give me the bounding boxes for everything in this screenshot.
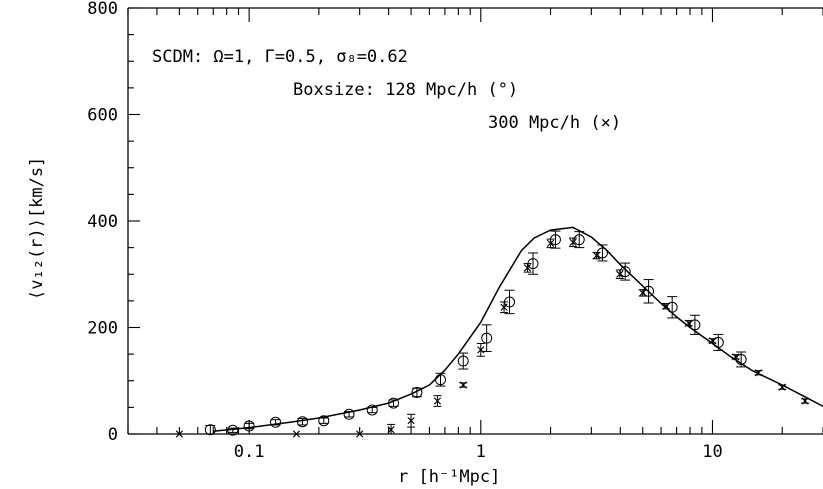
- cross-point: [778, 383, 786, 391]
- circle-point: [388, 397, 400, 409]
- cross-point: [708, 337, 717, 345]
- circle-point: [411, 386, 423, 398]
- cross-point: [546, 239, 555, 247]
- cross-point: [477, 346, 485, 354]
- cross-point: [407, 417, 415, 425]
- circle-point: [318, 415, 330, 427]
- annotation-cosmology: SCDM: Ω=1, Γ=0.5, σ₈=0.62: [152, 47, 408, 67]
- cross-point: [175, 430, 183, 438]
- y-tick-label: 400: [87, 212, 118, 232]
- annotation-boxsize-128: Boxsize: 128 Mpc/h (°): [293, 80, 518, 100]
- cross-point: [616, 270, 624, 278]
- circle-point: [735, 353, 747, 365]
- y-tick-label: 200: [87, 319, 118, 339]
- cross-series-group: [175, 237, 810, 438]
- y-axis-title: ⟨v₁₂(r)⟩[km/s]: [27, 157, 47, 300]
- circle-point: [596, 247, 608, 259]
- circle-point: [435, 374, 447, 386]
- cross-point: [387, 426, 395, 434]
- circle-point: [243, 420, 255, 432]
- circle-point: [366, 404, 378, 416]
- y-tick-label: 0: [108, 425, 118, 445]
- y-tick-label: 600: [87, 106, 118, 126]
- cross-point: [500, 303, 508, 311]
- cross-point: [662, 302, 670, 310]
- x-tick-label: 1: [476, 442, 486, 462]
- circle-point: [297, 416, 309, 428]
- cross-point: [685, 319, 693, 327]
- x-axis-title: r [h⁻¹Mpc]: [398, 467, 500, 487]
- circle-point: [204, 424, 216, 436]
- circle-point: [457, 355, 469, 367]
- cross-point: [754, 369, 763, 377]
- circle-point: [270, 416, 282, 428]
- cross-point: [523, 264, 532, 272]
- model-curve-group: [213, 226, 823, 433]
- circle-point: [481, 332, 493, 344]
- circle-series-group: [204, 230, 747, 436]
- cross-point: [433, 397, 442, 405]
- cross-point: [639, 289, 647, 297]
- axis-tick-labels: 0 200 400 600 800 0.1 1 10: [87, 0, 722, 462]
- y-tick-label: 800: [87, 0, 118, 19]
- cross-point: [801, 397, 809, 405]
- x-tick-label: 10: [702, 442, 722, 462]
- cross-point: [732, 353, 740, 361]
- cross-point: [459, 381, 467, 389]
- model-curve: [213, 226, 823, 433]
- axis-ticks: [127, 7, 823, 435]
- x-tick-label: 0.1: [234, 442, 265, 462]
- circle-point: [343, 408, 355, 420]
- plot-frame: [127, 7, 823, 435]
- circle-point: [227, 424, 239, 436]
- cross-point: [356, 430, 364, 438]
- cross-point: [569, 238, 577, 246]
- cross-point: [592, 252, 601, 260]
- cross-point: [292, 430, 301, 438]
- annotation-boxsize-300: 300 Mpc/h (×): [488, 113, 621, 133]
- circle-point: [573, 234, 585, 246]
